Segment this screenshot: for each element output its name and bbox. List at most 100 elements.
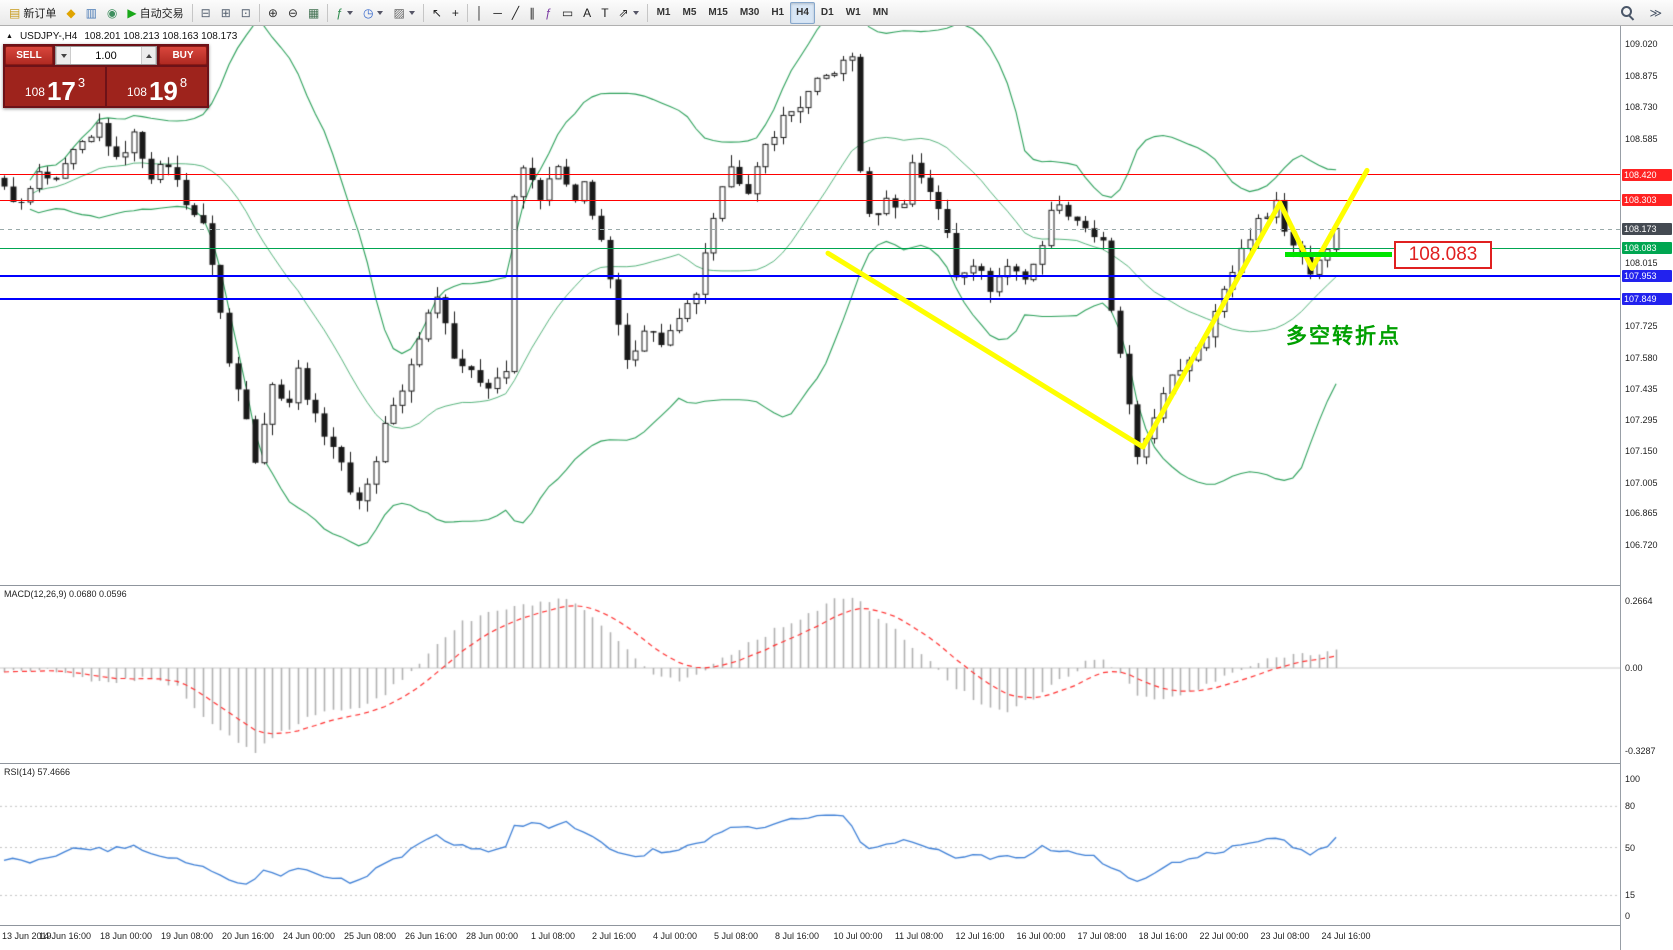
tile-horizontal-button[interactable]: ⊟ [196,2,216,24]
shapes-button[interactable]: ▭ [557,2,578,24]
cursor-button[interactable]: ↖ [427,2,447,24]
time-tick-label: 8 Jul 16:00 [774,931,820,941]
time-tick-label: 4 Jul 00:00 [652,931,698,941]
price-tick-label: 108.875 [1625,70,1658,81]
price-axis[interactable]: 109.020 108.875 108.730 108.585 108.015 107.7… [1620,26,1673,950]
periods-button[interactable]: ◷ [358,2,388,24]
trendline-button[interactable]: ╱ [507,2,524,24]
buy-price-sup: 8 [179,75,188,90]
price-line-badge: 108.303 [1622,194,1672,207]
rsi-label: RSI(14) 57.4666 [4,767,71,777]
horizontal-line-object[interactable] [0,298,1620,301]
market-watch-button[interactable]: ▥ [81,2,102,24]
search-button[interactable] [1615,2,1640,24]
rsi-pane-divider[interactable] [0,763,1673,764]
sell-button[interactable]: SELL [5,46,53,65]
symbol-ohlc-values: 108.201 108.213 108.163 108.173 [84,31,238,42]
volume-input[interactable] [71,48,141,63]
quick-navigation-button[interactable]: ≫ [1644,2,1667,24]
time-tick-label: 24 Jun 00:00 [282,931,336,941]
zoom-out-button[interactable]: ⊖ [283,2,303,24]
horizontal-line-object[interactable] [0,275,1620,278]
price-level-label[interactable]: 108.083 [1394,241,1492,270]
toolbar-separator [327,3,329,22]
current-bid-line [0,228,1620,230]
arrange-windows-icon: ▦ [307,5,320,20]
macd-indicator-canvas[interactable] [0,586,1620,764]
text-label-button[interactable]: T [596,2,613,24]
new-order-button[interactable]: ▤ 新订单 [4,2,61,24]
tile-vertical-button[interactable]: ⊞ [216,2,236,24]
horizontal-line-object[interactable] [0,174,1620,176]
equidistant-channel-icon: ∥ [529,5,536,20]
arrange-windows-button[interactable]: ▦ [303,2,324,24]
horizontal-line-button[interactable]: ─ [488,2,507,24]
horizontal-line-object[interactable] [0,247,1620,249]
chevron-down-icon [408,10,415,15]
cascade-windows-button[interactable]: ⊡ [236,2,256,24]
buy-price-big: 19 [148,76,178,106]
yellow-zigzag-trendline[interactable] [825,167,1370,450]
horizontal-line-object[interactable] [0,199,1620,201]
turning-point-annotation[interactable]: 多空转折点 [1286,325,1401,348]
chart-window-icon: ◆ [66,5,76,20]
tf-m30-label: M30 [739,7,760,18]
timeframe-tf-h4-button[interactable]: H4 [790,1,815,24]
arrow-objects-button[interactable]: ⇗ [614,2,644,24]
macd-label: MACD(12,26,9) 0.0680 0.0596 [4,589,127,599]
buy-button[interactable]: BUY [159,46,207,65]
up-arrow-icon [145,53,152,58]
tf-m15-label: M15 [708,7,728,18]
green-highlight-segment[interactable] [1285,252,1392,258]
timeframe-tf-mn-button[interactable]: MN [867,2,895,24]
timeframe-tf-m30-button[interactable]: M30 [734,2,765,24]
indicators-icon: ƒ [336,5,343,20]
time-tick-label: 13 Jun 2019 [2,931,52,941]
time-tick-label: 22 Jul 00:00 [1199,931,1249,941]
indicators-button[interactable]: ƒ [331,2,358,24]
time-tick-label: 20 Jun 16:00 [221,931,275,941]
auto-trading-button[interactable]: ▶ 自动交易 [122,2,188,24]
time-tick-label: 10 Jul 00:00 [833,931,883,941]
volume-decrease-button[interactable] [56,47,71,64]
timeframe-tf-h1-button[interactable]: H1 [765,2,790,24]
auto-trading-icon: ▶ [127,5,137,20]
time-tick-label: 14 Jun 16:00 [38,931,92,941]
buy-price-display[interactable]: 108 19 8 [107,67,207,106]
trend-annotation-svg[interactable] [0,26,1620,586]
vertical-line-button[interactable]: │ [471,2,489,24]
timeframe-tf-d1-button[interactable]: D1 [815,2,840,24]
text-button[interactable]: A [578,2,596,24]
timeframe-tf-w1-button[interactable]: W1 [840,2,867,24]
vertical-line-icon: │ [475,5,484,20]
text-label-icon: T [601,5,609,20]
macd-pane-divider[interactable] [0,585,1673,586]
fibonacci-retracement-button[interactable]: ƒ [540,2,557,24]
crosshair-button[interactable]: + [447,2,464,24]
timeframe-tf-m5-button[interactable]: M5 [677,2,703,24]
volume-increase-button[interactable] [141,47,156,64]
templates-button[interactable]: ▨ [388,2,419,24]
sell-price-display[interactable]: 108 17 3 [5,67,105,106]
time-axis[interactable]: 13 Jun 2019 14 Jun 16:00 18 Jun 00:00 19 Ju… [0,926,1620,950]
time-tick-label: 17 Jul 08:00 [1077,931,1127,941]
rsi-tick-label: 80 [1625,801,1636,812]
timeframe-tf-m1-button[interactable]: M1 [651,2,677,24]
zoom-in-button[interactable]: ⊕ [263,2,283,24]
navigator-button[interactable]: ◉ [102,2,122,24]
rsi-indicator-canvas[interactable] [0,764,1620,926]
chart-window-button[interactable]: ◆ [61,2,80,24]
price-line-badge: 108.420 [1622,168,1672,181]
timeframe-tf-m15-button[interactable]: M15 [702,2,733,24]
price-tick-label: 108.585 [1625,133,1658,144]
templates-icon: ▨ [393,5,405,20]
equidistant-channel-button[interactable]: ∥ [524,2,540,24]
macd-tick-label: 0.00 [1625,663,1643,673]
tf-h4-label: H4 [796,7,809,18]
price-chart-canvas[interactable] [0,26,1620,586]
rsi-tick-label: 100 [1625,774,1641,784]
time-axis-divider [0,925,1673,926]
search-icon [1620,5,1635,21]
volume-box [55,46,157,65]
price-tick-label: 109.020 [1625,39,1658,50]
